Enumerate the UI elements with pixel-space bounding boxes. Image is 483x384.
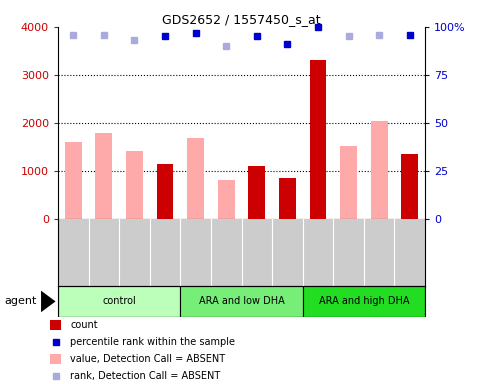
Bar [371, 121, 387, 219]
Bar [65, 142, 82, 219]
Text: percentile rank within the sample: percentile rank within the sample [70, 337, 235, 347]
Bar [50, 354, 61, 364]
Bar [218, 180, 235, 219]
Bar [340, 146, 357, 219]
Bar [180, 286, 303, 317]
Bar [156, 164, 173, 219]
Title: GDS2652 / 1557450_s_at: GDS2652 / 1557450_s_at [162, 13, 321, 26]
Bar [50, 321, 61, 330]
Bar [96, 134, 112, 219]
Bar [310, 61, 327, 219]
Bar [187, 138, 204, 219]
Text: ARA and high DHA: ARA and high DHA [319, 296, 409, 306]
Text: ARA and low DHA: ARA and low DHA [199, 296, 284, 306]
Bar [279, 178, 296, 219]
Text: control: control [102, 296, 136, 306]
Text: value, Detection Call = ABSENT: value, Detection Call = ABSENT [70, 354, 225, 364]
Polygon shape [41, 291, 56, 312]
Bar [58, 286, 180, 317]
Bar [401, 154, 418, 219]
Text: agent: agent [5, 296, 37, 306]
Text: count: count [70, 320, 98, 330]
Text: rank, Detection Call = ABSENT: rank, Detection Call = ABSENT [70, 371, 220, 381]
Bar [248, 166, 265, 219]
Bar [303, 286, 425, 317]
Bar [126, 151, 143, 219]
